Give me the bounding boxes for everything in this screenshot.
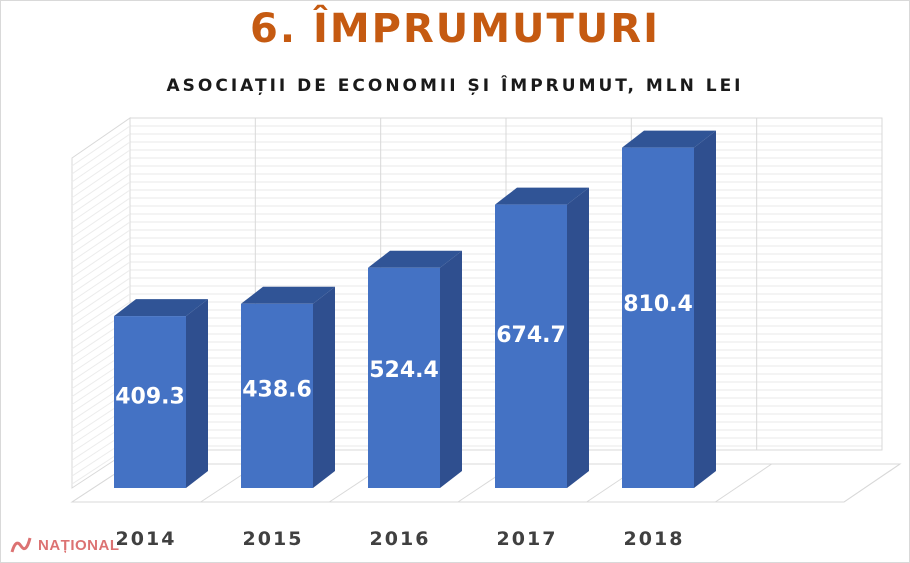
floor-divider: [715, 463, 772, 503]
logo-icon: [10, 537, 32, 553]
side-gridline: [71, 165, 131, 207]
data-label-2015: 438.6: [242, 378, 312, 403]
side-gridline: [71, 157, 131, 199]
x-tick-label-2016: 2016: [370, 528, 431, 550]
side-gridline: [71, 293, 131, 334]
bar-2016: [368, 267, 440, 488]
bar-top-2016: [368, 250, 462, 268]
bar-2015: [241, 303, 313, 488]
watermark-text: NAȚIONAL: [38, 536, 120, 554]
side-gridline: [71, 213, 131, 254]
side-gridline: [71, 285, 131, 326]
data-label-2017: 674.7: [496, 323, 566, 348]
chart-title: 6. ÎMPRUMUTURI: [250, 6, 660, 52]
data-label-2018: 810.4: [623, 292, 693, 317]
bar-top-2018: [622, 130, 716, 148]
side-gridline: [71, 133, 131, 175]
chart-labels: 409.3 2014 438.6 2015 524.4 2016 674.7 2017 810.…: [115, 292, 693, 550]
bar-side-2015: [313, 286, 335, 488]
side-gridline: [71, 197, 131, 238]
side-gridline: [71, 277, 131, 318]
watermark: NAȚIONAL: [8, 534, 120, 556]
bar-top-2017: [495, 187, 589, 205]
x-tick-label-2015: 2015: [243, 528, 304, 550]
bar-2017: [495, 204, 567, 488]
side-gridline: [71, 253, 131, 294]
bar-side-2014: [186, 299, 208, 488]
side-gridline: [71, 245, 131, 286]
side-gridline: [71, 125, 131, 167]
bar-side-2017: [567, 187, 589, 488]
floor-divider: [843, 463, 901, 503]
side-gridline: [71, 261, 131, 302]
bar-2014: [114, 316, 186, 488]
x-tick-label-2014: 2014: [116, 528, 177, 550]
bar-top-2015: [241, 286, 335, 304]
side-wall: [71, 117, 131, 489]
side-gridline: [71, 149, 131, 191]
x-tick-label-2017: 2017: [497, 528, 558, 550]
x-tick-label-2018: 2018: [624, 528, 685, 550]
side-gridline: [71, 173, 131, 215]
data-label-2016: 524.4: [369, 358, 439, 383]
data-label-2014: 409.3: [115, 384, 185, 409]
bar-2018: [622, 147, 694, 488]
side-gridline: [71, 141, 131, 183]
side-gridline: [71, 181, 131, 223]
side-gridline: [71, 229, 131, 270]
side-gridline: [71, 205, 131, 246]
side-gridline: [71, 301, 131, 342]
side-gridline: [71, 237, 131, 278]
chart-bars: [114, 130, 716, 488]
side-gridline: [71, 189, 131, 230]
bar-side-2016: [440, 250, 462, 488]
side-gridline: [71, 269, 131, 310]
side-gridline: [71, 221, 131, 262]
bar-top-2014: [114, 299, 208, 317]
chart-subtitle: ASOCIAȚII DE ECONOMII ȘI ÎMPRUMUT, MLN L…: [166, 76, 744, 96]
bar-side-2018: [694, 130, 716, 488]
